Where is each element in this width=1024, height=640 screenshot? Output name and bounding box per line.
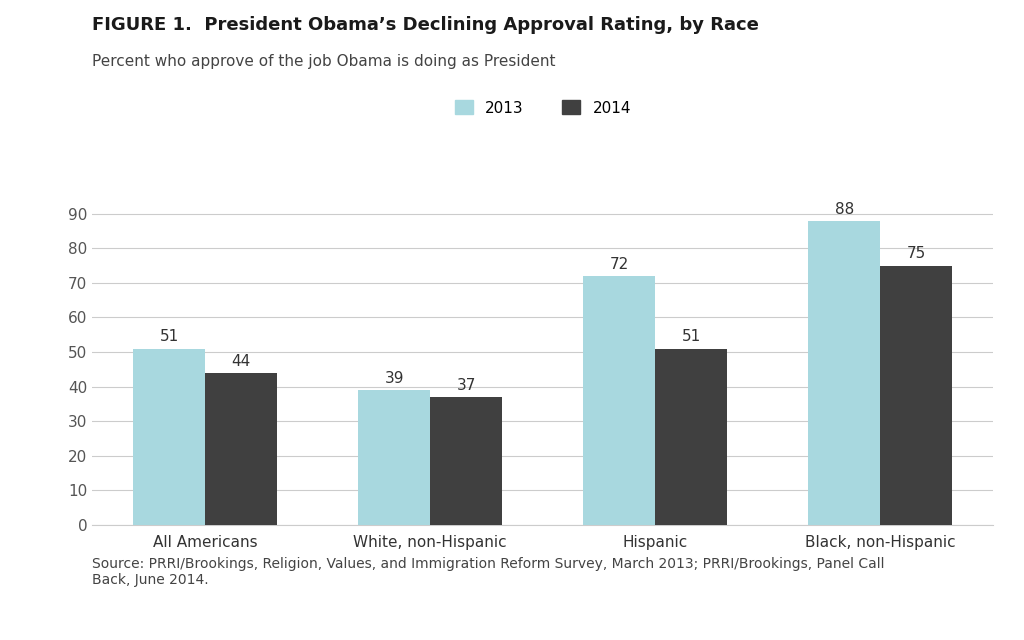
Text: FIGURE 1.  President Obama’s Declining Approval Rating, by Race: FIGURE 1. President Obama’s Declining Ap…	[92, 16, 759, 34]
Bar	[358, 390, 430, 525]
Text: 51: 51	[682, 330, 700, 344]
Bar	[655, 349, 727, 525]
Legend: 2013, 2014: 2013, 2014	[455, 100, 631, 115]
Bar	[808, 221, 881, 525]
Text: 44: 44	[231, 353, 251, 369]
Text: Percent who approve of the job Obama is doing as President: Percent who approve of the job Obama is …	[92, 54, 556, 69]
Text: 88: 88	[835, 202, 854, 216]
Bar	[881, 266, 952, 525]
Text: Source: PRRI/Brookings, Religion, Values, and Immigration Reform Survey, March 2: Source: PRRI/Brookings, Religion, Values…	[92, 557, 885, 587]
Bar	[205, 372, 278, 525]
Text: 51: 51	[160, 330, 179, 344]
Bar	[430, 397, 502, 525]
Text: 37: 37	[457, 378, 476, 393]
Text: 72: 72	[609, 257, 629, 272]
Text: 39: 39	[384, 371, 403, 386]
Text: 75: 75	[906, 246, 926, 262]
Bar	[584, 276, 655, 525]
Bar	[133, 349, 205, 525]
